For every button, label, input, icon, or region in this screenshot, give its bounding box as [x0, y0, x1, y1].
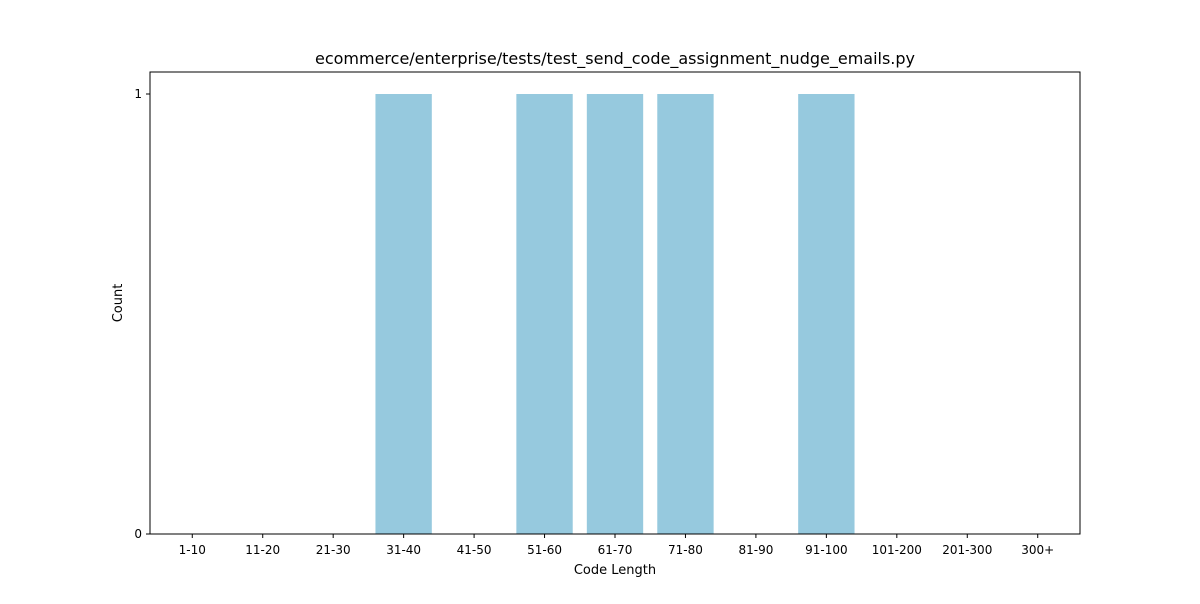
x-tick-label: 101-200: [872, 543, 922, 557]
x-tick-label: 300+: [1021, 543, 1054, 557]
bar-71-80: [657, 94, 714, 534]
x-tick-label: 91-100: [805, 543, 848, 557]
x-tick-label: 201-300: [942, 543, 992, 557]
x-tick-label: 1-10: [179, 543, 206, 557]
x-tick-label: 41-50: [457, 543, 492, 557]
x-tick-label: 51-60: [527, 543, 562, 557]
y-axis-label: Count: [111, 284, 126, 323]
x-tick-label: 71-80: [668, 543, 703, 557]
y-tick-label: 0: [134, 527, 142, 541]
y-tick-label: 1: [134, 87, 142, 101]
y-axis: 01: [134, 87, 150, 541]
bar-91-100: [798, 94, 855, 534]
bar-51-60: [516, 94, 573, 534]
x-tick-label: 61-70: [598, 543, 633, 557]
x-axis: 1-10 11-20 21-30 31-40 41-50 51-60 61-70 71-80 8…: [179, 534, 1054, 557]
x-axis-label: Code Length: [574, 563, 656, 578]
bar-61-70: [586, 94, 644, 534]
bars-layer: [375, 94, 855, 534]
x-tick-label: 31-40: [386, 543, 421, 557]
bar-31-40: [375, 94, 432, 534]
x-tick-label: 81-90: [738, 543, 773, 557]
x-tick-label: 11-20: [245, 543, 280, 557]
chart-title: ecommerce/enterprise/tests/test_send_cod…: [315, 49, 915, 69]
x-tick-label: 21-30: [316, 543, 351, 557]
